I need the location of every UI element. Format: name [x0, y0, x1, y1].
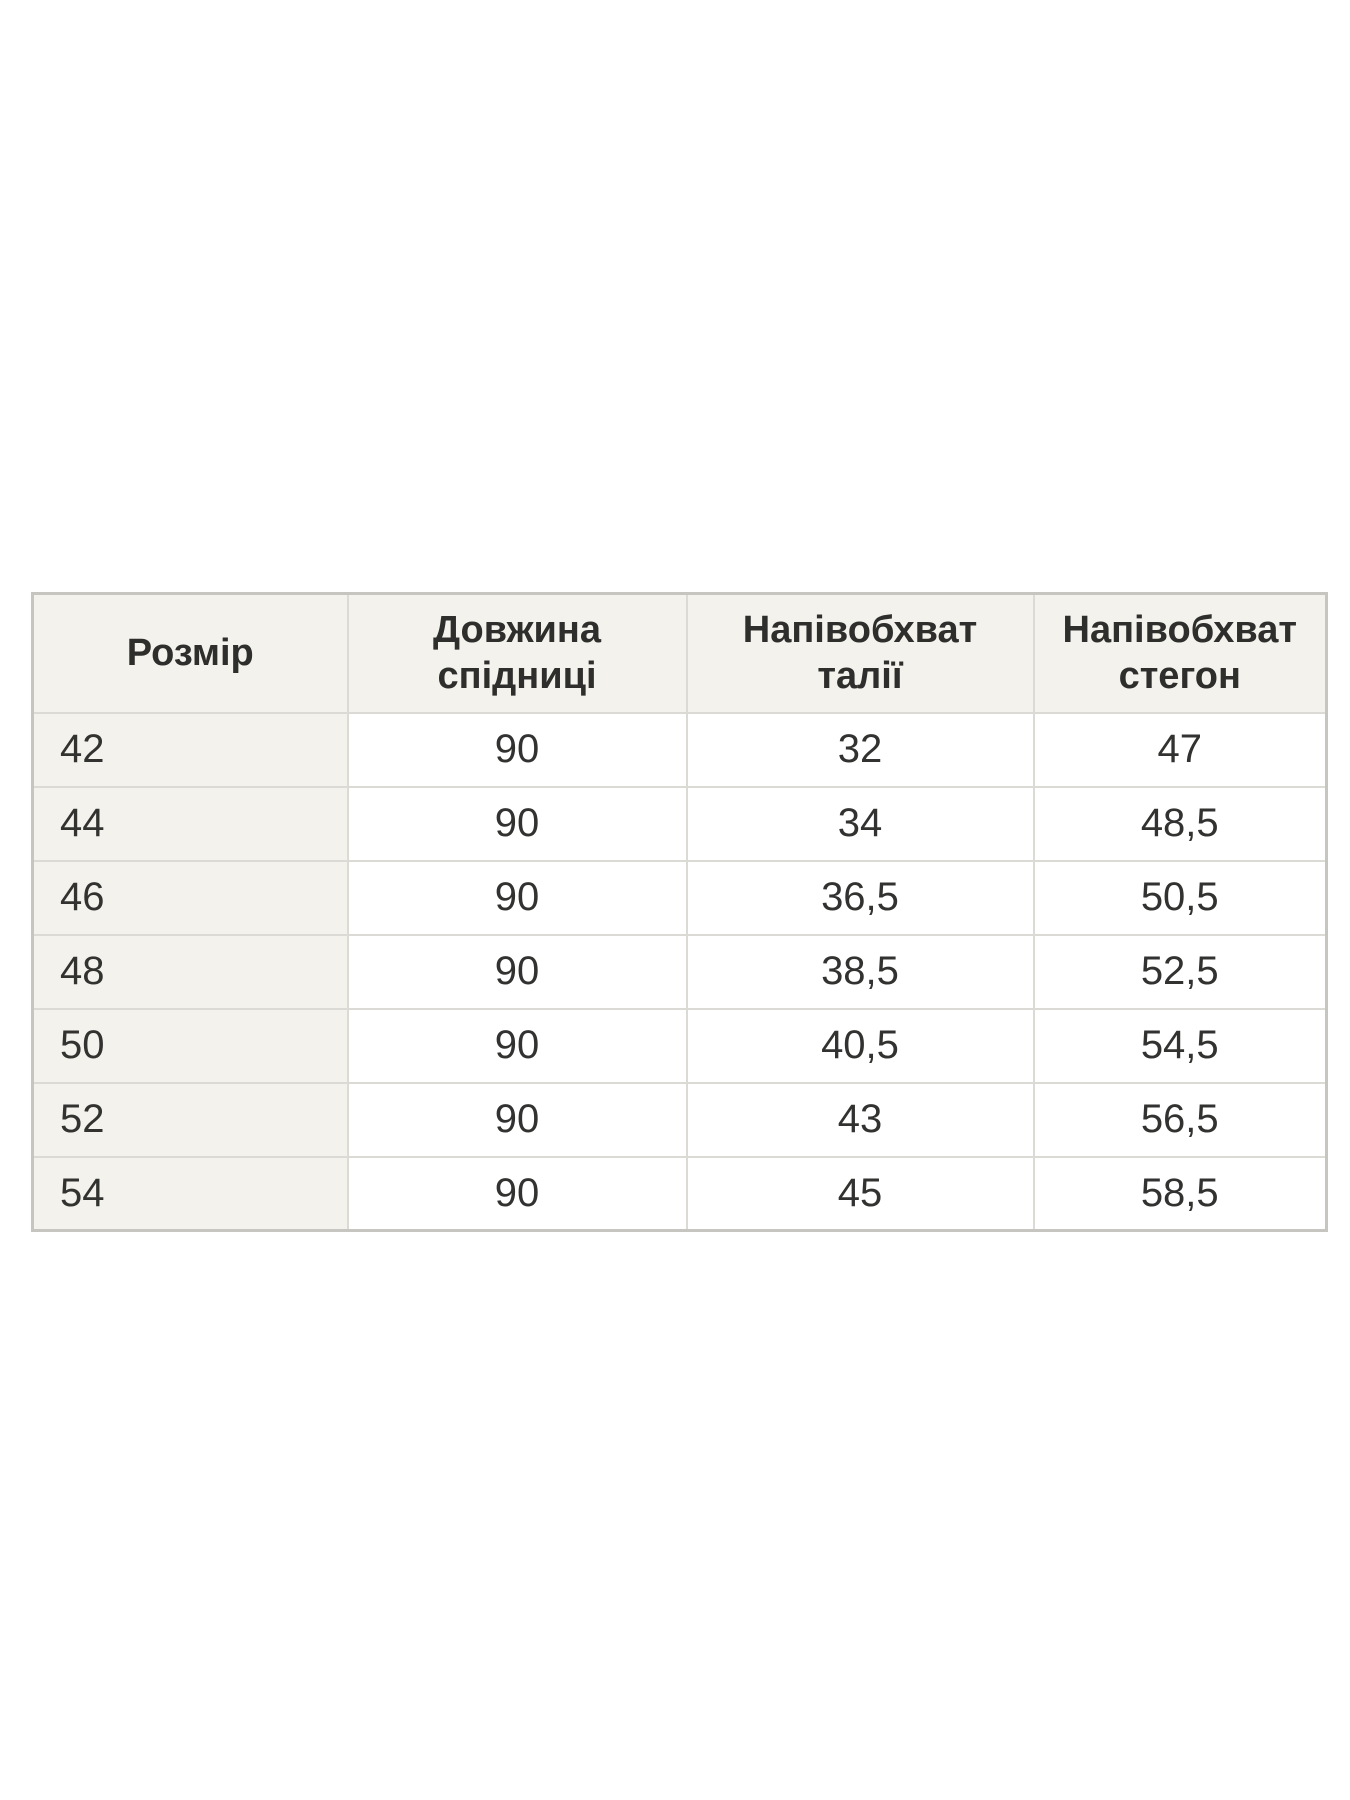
table-row: 46 90 36,5 50,5	[31, 859, 1328, 936]
cell-hips: 50,5	[1032, 859, 1328, 936]
header-cell-hips: Напівобхват стегон	[1032, 592, 1328, 714]
table-row: 50 90 40,5 54,5	[31, 1007, 1328, 1084]
cell-skirt-length: 90	[346, 711, 688, 788]
cell-skirt-length: 90	[346, 859, 688, 936]
cell-size: 54	[31, 1155, 349, 1232]
table-row: 52 90 43 56,5	[31, 1081, 1328, 1158]
cell-hips: 48,5	[1032, 785, 1328, 862]
header-row: Розмір Довжина спідниці Напівобхват талі…	[31, 592, 1328, 714]
cell-skirt-length: 90	[346, 785, 688, 862]
cell-waist: 34	[685, 785, 1035, 862]
cell-waist: 32	[685, 711, 1035, 788]
header-label-waist-line2: талії	[817, 655, 903, 698]
cell-size: 44	[31, 785, 349, 862]
cell-skirt-length: 90	[346, 1081, 688, 1158]
header-label-hips-line1: Напівобхват	[1062, 609, 1297, 652]
header-cell-waist: Напівобхват талії	[685, 592, 1035, 714]
cell-hips: 56,5	[1032, 1081, 1328, 1158]
header-cell-skirt-length: Довжина спідниці	[346, 592, 688, 714]
cell-hips: 58,5	[1032, 1155, 1328, 1232]
cell-size: 46	[31, 859, 349, 936]
header-label-skirt-length-line1: Довжина	[433, 609, 601, 652]
header-label-skirt-length-line2: спідниці	[437, 655, 597, 698]
cell-size: 48	[31, 933, 349, 1010]
size-chart-table: Розмір Довжина спідниці Напівобхват талі…	[31, 592, 1328, 1232]
cell-waist: 43	[685, 1081, 1035, 1158]
cell-waist: 45	[685, 1155, 1035, 1232]
cell-skirt-length: 90	[346, 1007, 688, 1084]
cell-hips: 52,5	[1032, 933, 1328, 1010]
cell-waist: 40,5	[685, 1007, 1035, 1084]
cell-hips: 47	[1032, 711, 1328, 788]
cell-hips: 54,5	[1032, 1007, 1328, 1084]
cell-skirt-length: 90	[346, 933, 688, 1010]
cell-size: 52	[31, 1081, 349, 1158]
table-row: 42 90 32 47	[31, 711, 1328, 788]
table-row: 44 90 34 48,5	[31, 785, 1328, 862]
header-label-hips-line2: стегон	[1118, 655, 1241, 698]
cell-waist: 36,5	[685, 859, 1035, 936]
table-row: 48 90 38,5 52,5	[31, 933, 1328, 1010]
cell-size: 42	[31, 711, 349, 788]
cell-waist: 38,5	[685, 933, 1035, 1010]
table-row: 54 90 45 58,5	[31, 1155, 1328, 1232]
cell-skirt-length: 90	[346, 1155, 688, 1232]
header-cell-size: Розмір	[31, 592, 349, 714]
header-label-size: Розмір	[126, 632, 254, 675]
cell-size: 50	[31, 1007, 349, 1084]
header-label-waist-line1: Напівобхват	[742, 609, 978, 652]
